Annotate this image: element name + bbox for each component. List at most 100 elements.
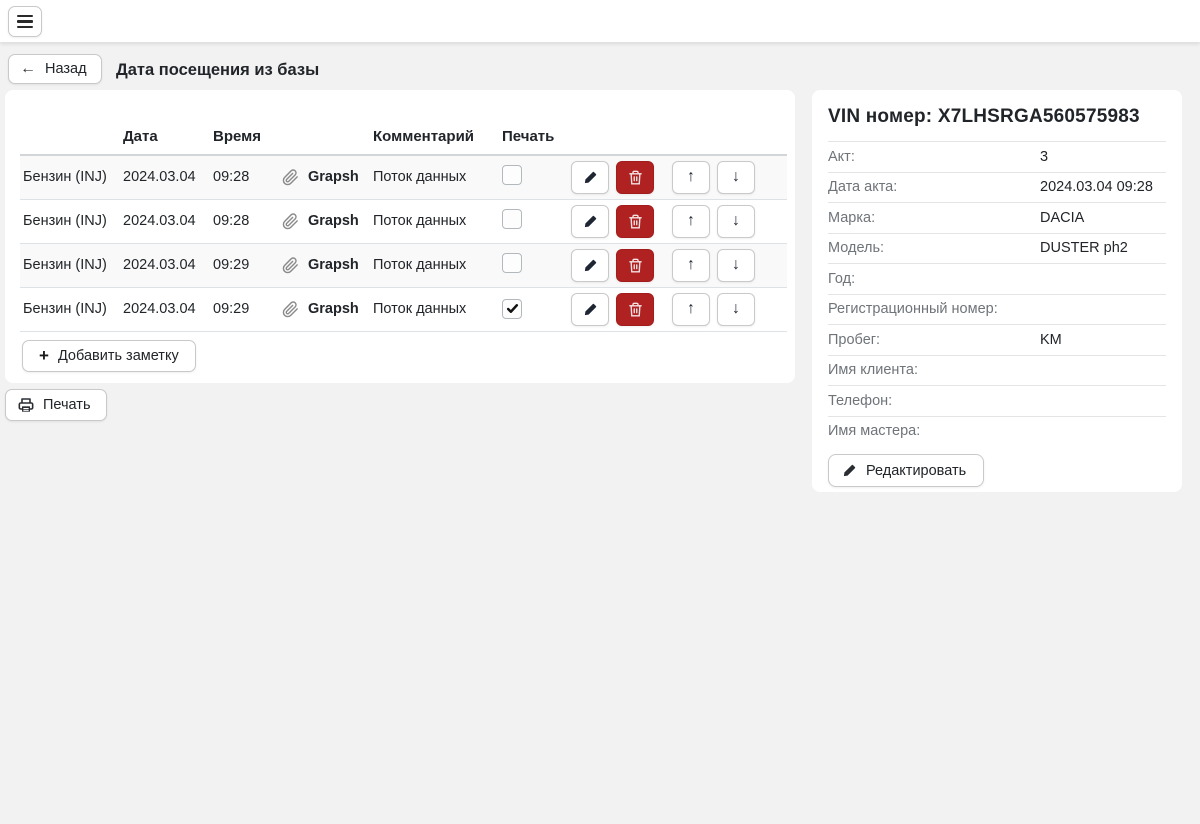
attachment-label: Grapsh (308, 213, 359, 229)
pencil-icon (842, 463, 857, 478)
edit-row-button[interactable] (571, 248, 609, 282)
cell-attachment: Grapsh (282, 287, 373, 332)
visits-table: Дата Время Комментарий Печать Бензин (IN… (20, 90, 787, 332)
cell-print (502, 199, 571, 244)
paperclip-icon (282, 169, 298, 186)
vin-title: VIN номер: X7LHSRGA560575983 (828, 106, 1140, 127)
edit-row-button[interactable] (571, 292, 609, 326)
row-date: 2024.03.04 (123, 169, 196, 186)
cell-print (502, 155, 571, 200)
edit-vehicle-button[interactable]: Редактировать (828, 454, 985, 487)
arrow-up-icon: ↑ (687, 168, 695, 186)
edit-row-button[interactable] (571, 160, 609, 194)
field-label: Модель: (828, 240, 885, 257)
cell-print (502, 287, 571, 332)
paperclip-icon (282, 212, 298, 229)
col-header-print: Печать (502, 90, 571, 156)
print-checkbox[interactable] (502, 253, 522, 273)
move-up-button[interactable]: ↑ (672, 292, 710, 326)
move-up-button[interactable]: ↑ (672, 204, 710, 238)
vehicle-field-row: Регистрационный номер: (828, 293, 1166, 325)
print-checkbox[interactable] (502, 298, 522, 319)
page-header: ← Назад Дата посещения из базы (0, 42, 1200, 90)
field-label: Телефон: (828, 392, 893, 409)
cell-time: 09:29 (213, 287, 282, 332)
pencil-icon (584, 303, 596, 315)
row-date: 2024.03.04 (123, 257, 196, 273)
cell-fuel-type: Бензин (INJ) (20, 155, 123, 200)
row-time: 09:28 (213, 169, 250, 186)
vehicle-fields: Акт: 3 Дата акта: 2024.03.04 09:28 Марка… (828, 141, 1166, 446)
visits-card: Дата Время Комментарий Печать Бензин (IN… (5, 90, 795, 383)
field-value: 2024.03.04 09:28 (1040, 179, 1153, 196)
cell-comment: Поток данных (373, 199, 502, 244)
add-note-button[interactable]: + Добавить заметку (22, 339, 196, 372)
cell-date: 2024.03.04 (123, 287, 213, 332)
field-label: Пробег: (828, 331, 881, 348)
col-header-date: Дата (123, 90, 213, 156)
row-type: Бензин (INJ) (23, 257, 107, 273)
print-checkbox[interactable] (502, 165, 522, 186)
back-button[interactable]: ← Назад (8, 54, 102, 84)
print-checkbox[interactable] (502, 209, 522, 229)
move-down-button[interactable]: ↓ (717, 204, 755, 238)
move-up-button[interactable]: ↑ (672, 248, 710, 282)
cell-attachment: Grapsh (282, 199, 373, 244)
cell-actions: ↑ ↓ (571, 199, 787, 244)
paperclip-icon (282, 300, 298, 317)
field-value: DUSTER ph2 (1040, 240, 1128, 257)
print-button[interactable]: Печать (5, 389, 107, 421)
move-down-button[interactable]: ↓ (717, 248, 755, 282)
row-time: 09:28 (213, 213, 250, 229)
delete-row-button[interactable] (616, 204, 654, 238)
vehicle-field-row: Пробег: KM (828, 324, 1166, 355)
move-down-button[interactable]: ↓ (717, 160, 755, 194)
trash-icon (628, 302, 642, 316)
cell-date: 2024.03.04 (123, 199, 213, 244)
col-header-attachment (282, 90, 373, 156)
back-button-label: Назад (45, 61, 87, 77)
field-label: Имя мастера: (828, 423, 921, 440)
table-row: Бензин (INJ) 2024.03.04 09:29 Grapsh Пот… (20, 287, 787, 332)
checkmark-icon (506, 304, 518, 314)
edit-row-button[interactable] (571, 204, 609, 238)
cell-time: 09:29 (213, 243, 282, 288)
move-up-button[interactable]: ↑ (672, 160, 710, 194)
delete-row-button[interactable] (616, 292, 654, 326)
table-row: Бензин (INJ) 2024.03.04 09:28 Grapsh Пот… (20, 199, 787, 244)
vehicle-panel: VIN номер: X7LHSRGA560575983 Акт: 3 Дата… (812, 90, 1182, 492)
attachment-link[interactable]: Grapsh (282, 256, 369, 274)
attachment-link[interactable]: Grapsh (282, 300, 369, 318)
row-time: 09:29 (213, 301, 250, 317)
add-note-label: Добавить заметку (57, 347, 179, 364)
pencil-icon (584, 215, 596, 227)
arrow-down-icon: ↓ (732, 300, 740, 317)
cell-time: 09:28 (213, 155, 282, 200)
trash-icon (628, 170, 642, 185)
col-header-type (20, 90, 123, 156)
move-down-button[interactable]: ↓ (717, 292, 755, 326)
cell-comment: Поток данных (373, 287, 502, 332)
vehicle-field-row: Имя клиента: (828, 354, 1166, 386)
field-value: DACIA (1040, 209, 1085, 226)
field-value: KM (1040, 331, 1062, 348)
delete-row-button[interactable] (616, 160, 654, 194)
vehicle-field-row: Год: (828, 263, 1166, 294)
delete-row-button[interactable] (616, 248, 654, 282)
table-header-row: Дата Время Комментарий Печать (20, 90, 787, 156)
menu-button[interactable] (8, 6, 42, 37)
attachment-label: Grapsh (308, 301, 359, 317)
attachment-link[interactable]: Grapsh (282, 212, 369, 230)
cell-actions: ↑ ↓ (571, 155, 787, 200)
back-arrow-icon: ← (20, 60, 36, 77)
pencil-icon (584, 259, 596, 271)
edit-vehicle-label: Редактировать (866, 462, 967, 479)
vehicle-field-row: Модель: DUSTER ph2 (828, 232, 1166, 264)
attachment-link[interactable]: Grapsh (282, 169, 369, 186)
plus-icon: + (39, 346, 49, 365)
col-header-comment: Комментарий (373, 90, 502, 156)
table-row: Бензин (INJ) 2024.03.04 09:29 Grapsh Пот… (20, 243, 787, 288)
row-type: Бензин (INJ) (23, 301, 107, 317)
arrow-up-icon: ↑ (687, 256, 695, 273)
trash-icon (628, 214, 642, 228)
